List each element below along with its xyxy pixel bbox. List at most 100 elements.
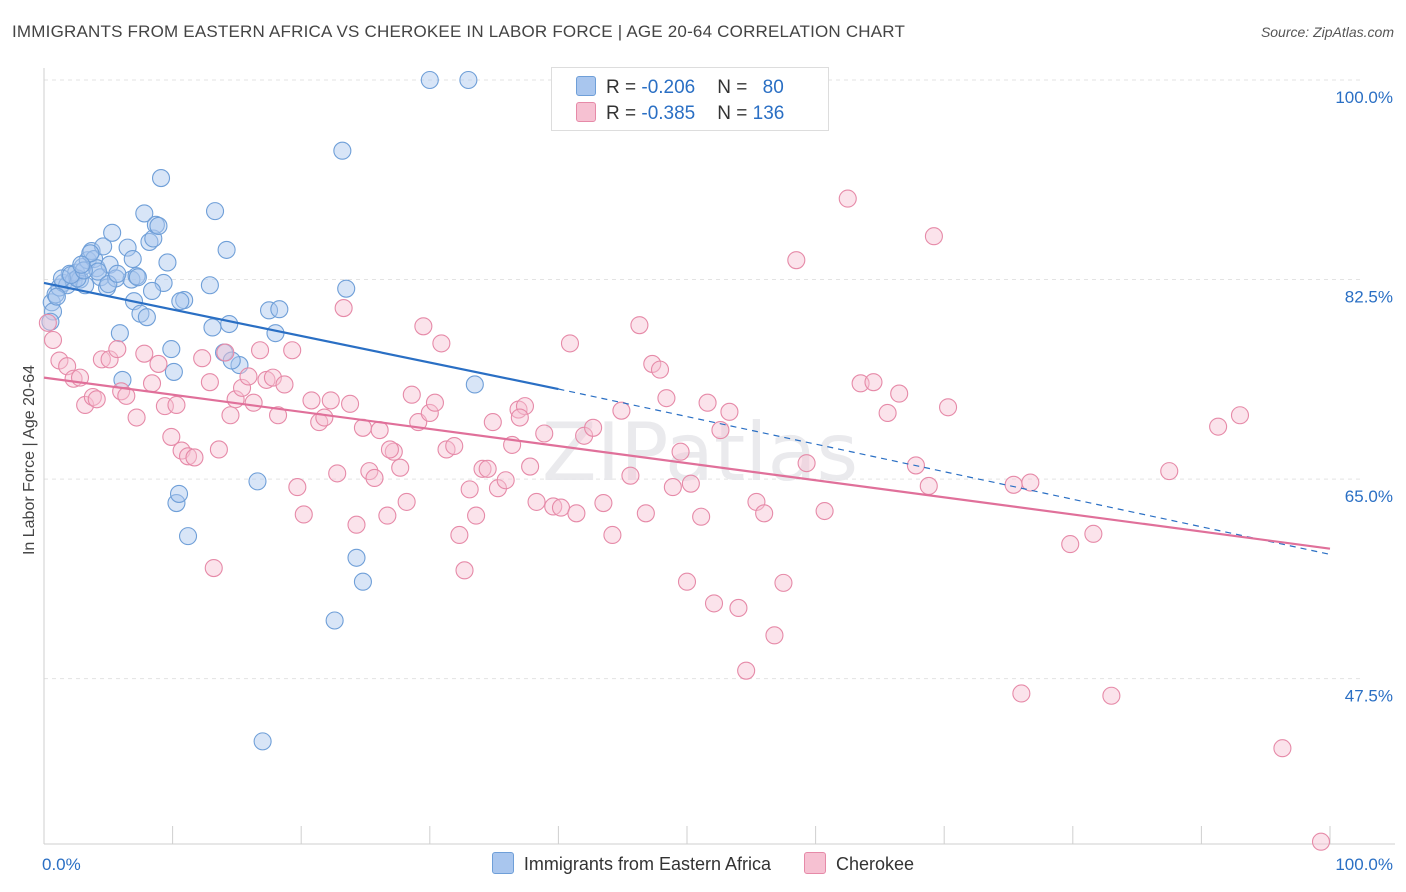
data-point-cherokee xyxy=(43,330,63,350)
data-point-cherokee xyxy=(432,334,451,353)
data-point-cherokee xyxy=(711,421,730,440)
legend-row-blue: R = -0.206 N = 80 xyxy=(576,76,784,99)
data-point-immigrants xyxy=(266,324,285,343)
trend-lines xyxy=(43,281,1331,555)
data-point-cherokee xyxy=(1273,739,1292,758)
data-point-immigrants xyxy=(205,202,225,221)
data-point-cherokee xyxy=(1012,684,1031,703)
data-point-cherokee xyxy=(1102,686,1121,705)
chart-source: Source: ZipAtlas.com xyxy=(1260,24,1394,40)
data-point-cherokee xyxy=(288,478,307,497)
data-point-cherokee xyxy=(378,506,397,525)
data-point-cherokee xyxy=(38,313,57,332)
data-point-immigrants xyxy=(135,204,154,223)
data-point-cherokee xyxy=(334,299,353,318)
data-point-cherokee xyxy=(250,341,270,360)
data-point-immigrants xyxy=(248,472,267,491)
legend-label: Cherokee xyxy=(836,854,915,874)
data-point-cherokee xyxy=(445,436,464,456)
data-point-cherokee xyxy=(142,374,162,393)
data-point-cherokee xyxy=(185,448,204,467)
data-point-cherokee xyxy=(521,457,540,476)
data-point-cherokee xyxy=(496,471,515,490)
data-point-cherokee xyxy=(737,661,756,680)
legend-r-label: R = xyxy=(606,103,642,124)
data-point-immigrants xyxy=(88,262,108,281)
data-point-immigrants xyxy=(162,340,181,359)
data-point-cherokee xyxy=(594,494,613,513)
data-point-cherokee xyxy=(851,374,870,393)
x-tick-label: 0.0% xyxy=(42,855,81,874)
data-point-cherokee xyxy=(612,401,631,420)
data-point-cherokee xyxy=(1004,475,1023,494)
data-point-cherokee xyxy=(127,408,146,427)
legend-r-label: R = xyxy=(606,77,642,98)
data-point-cherokee xyxy=(657,389,676,408)
data-point-cherokee xyxy=(92,350,111,369)
data-point-cherokee xyxy=(720,402,739,421)
data-point-cherokee xyxy=(544,497,563,516)
data-point-cherokee xyxy=(527,492,546,511)
data-point-immigrants xyxy=(200,276,219,295)
tick-labels: 47.5% 65.0% 82.5% 100.0% 0.0% 100.0% xyxy=(42,88,1393,874)
data-point-cherokee xyxy=(108,340,127,359)
data-point-cherokee xyxy=(636,504,655,523)
legend-label: Immigrants from Eastern Africa xyxy=(523,854,771,874)
data-point-immigrants xyxy=(171,292,190,311)
data-point-cherokee xyxy=(87,390,106,409)
data-point-cherokee xyxy=(269,406,288,425)
data-point-immigrants xyxy=(325,611,344,630)
data-point-cherokee xyxy=(677,572,697,591)
data-point-cherokee xyxy=(420,403,439,423)
data-point-immigrants xyxy=(270,300,289,319)
data-point-cherokee xyxy=(755,504,774,523)
data-point-cherokee xyxy=(467,506,486,525)
series-cherokee xyxy=(38,189,1331,851)
data-point-cherokee xyxy=(455,561,474,580)
data-point-immigrants xyxy=(465,375,484,394)
data-point-immigrants xyxy=(137,308,156,327)
data-point-immigrants xyxy=(164,362,183,381)
data-point-cherokee xyxy=(663,478,682,497)
data-point-immigrants xyxy=(459,70,478,90)
data-point-immigrants xyxy=(128,268,147,287)
data-point-immigrants xyxy=(217,240,236,259)
data-point-cherokee xyxy=(347,515,366,534)
data-point-immigrants xyxy=(333,141,352,160)
data-point-cherokee xyxy=(838,189,857,208)
legend-r-value: -0.385 xyxy=(641,103,696,124)
legend-item-cherokee: Cherokee xyxy=(804,852,914,875)
data-point-cherokee xyxy=(341,394,360,413)
data-point-cherokee xyxy=(204,558,223,578)
data-point-cherokee xyxy=(391,458,410,477)
data-point-cherokee xyxy=(603,525,622,545)
legend-n-label: N = xyxy=(717,103,753,124)
data-point-immigrants xyxy=(169,484,189,503)
y-tick-label: 47.5% xyxy=(1345,687,1393,706)
series-legend: Immigrants from Eastern Africa Cherokee xyxy=(0,852,1406,875)
data-point-cherokee xyxy=(294,505,313,524)
data-point-immigrants xyxy=(142,281,162,301)
data-point-cherokee xyxy=(510,408,529,427)
data-point-cherokee xyxy=(698,393,717,412)
correlation-legend: R = -0.206 N = 80 R = -0.385 N = 136 xyxy=(551,67,829,131)
data-point-cherokee xyxy=(200,373,219,392)
y-tick-label: 100.0% xyxy=(1335,88,1393,107)
data-point-immigrants xyxy=(72,255,91,274)
legend-swatch-blue xyxy=(576,76,596,96)
data-point-cherokee xyxy=(1160,462,1179,481)
data-point-cherokee xyxy=(1230,406,1250,425)
data-point-cherokee xyxy=(1061,535,1080,554)
data-point-cherokee xyxy=(283,341,302,360)
data-point-cherokee xyxy=(450,525,469,545)
data-point-cherokee xyxy=(535,424,554,443)
legend-n-value: 136 xyxy=(752,103,785,124)
data-point-immigrants xyxy=(203,318,222,337)
data-point-cherokee xyxy=(797,454,816,473)
x-tick-label: 100.0% xyxy=(1335,855,1393,874)
data-point-cherokee xyxy=(263,368,282,387)
data-point-cherokee xyxy=(1021,473,1040,492)
series-immigrants-eastern-africa xyxy=(41,70,484,751)
data-point-immigrants xyxy=(47,287,66,306)
